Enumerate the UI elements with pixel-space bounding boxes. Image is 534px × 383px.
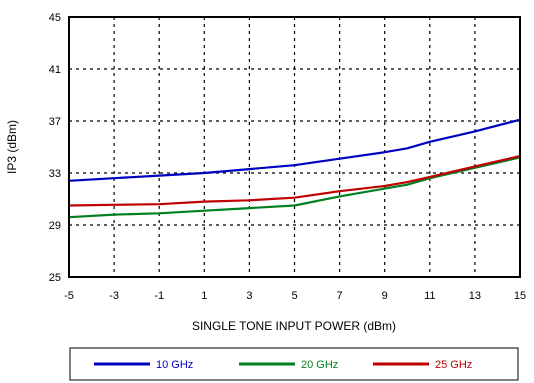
series-line-25-ghz [68,155,521,207]
x-tick-label: 9 [382,290,388,302]
series-line-10-ghz [68,118,521,182]
x-tick-label: -5 [64,290,74,302]
x-tick-label: 3 [246,290,252,302]
x-tick-label: -3 [109,290,119,302]
legend-label-25-ghz: 25 GHz [435,359,472,371]
x-axis-label: SINGLE TONE INPUT POWER (dBm) [192,319,396,333]
legend: 10 GHz 20 GHz 25 GHz [94,359,472,371]
y-tick-label: 25 [49,272,61,284]
legend-label-10-ghz: 10 GHz [156,359,193,371]
y-tick-label: 33 [49,168,61,180]
grid [69,17,520,277]
x-tick-label: 15 [514,290,526,302]
x-tick-label: 7 [337,290,343,302]
y-tick-label: 29 [49,220,61,232]
y-tick-label: 37 [49,116,61,128]
x-tick-label: 13 [469,290,481,302]
x-tick-label: 1 [201,290,207,302]
y-tick-label: 41 [49,64,61,76]
x-tick-label: 5 [291,290,297,302]
y-tick-label: 45 [49,12,61,24]
plot-frame [68,16,521,278]
x-tick-label: 11 [424,290,435,302]
series-line-20-ghz [68,156,521,219]
series-lines [68,118,521,219]
x-tick-label: -1 [154,290,164,302]
y-axis-label: IP3 (dBm) [5,120,19,174]
legend-label-20-ghz: 20 GHz [301,359,338,371]
